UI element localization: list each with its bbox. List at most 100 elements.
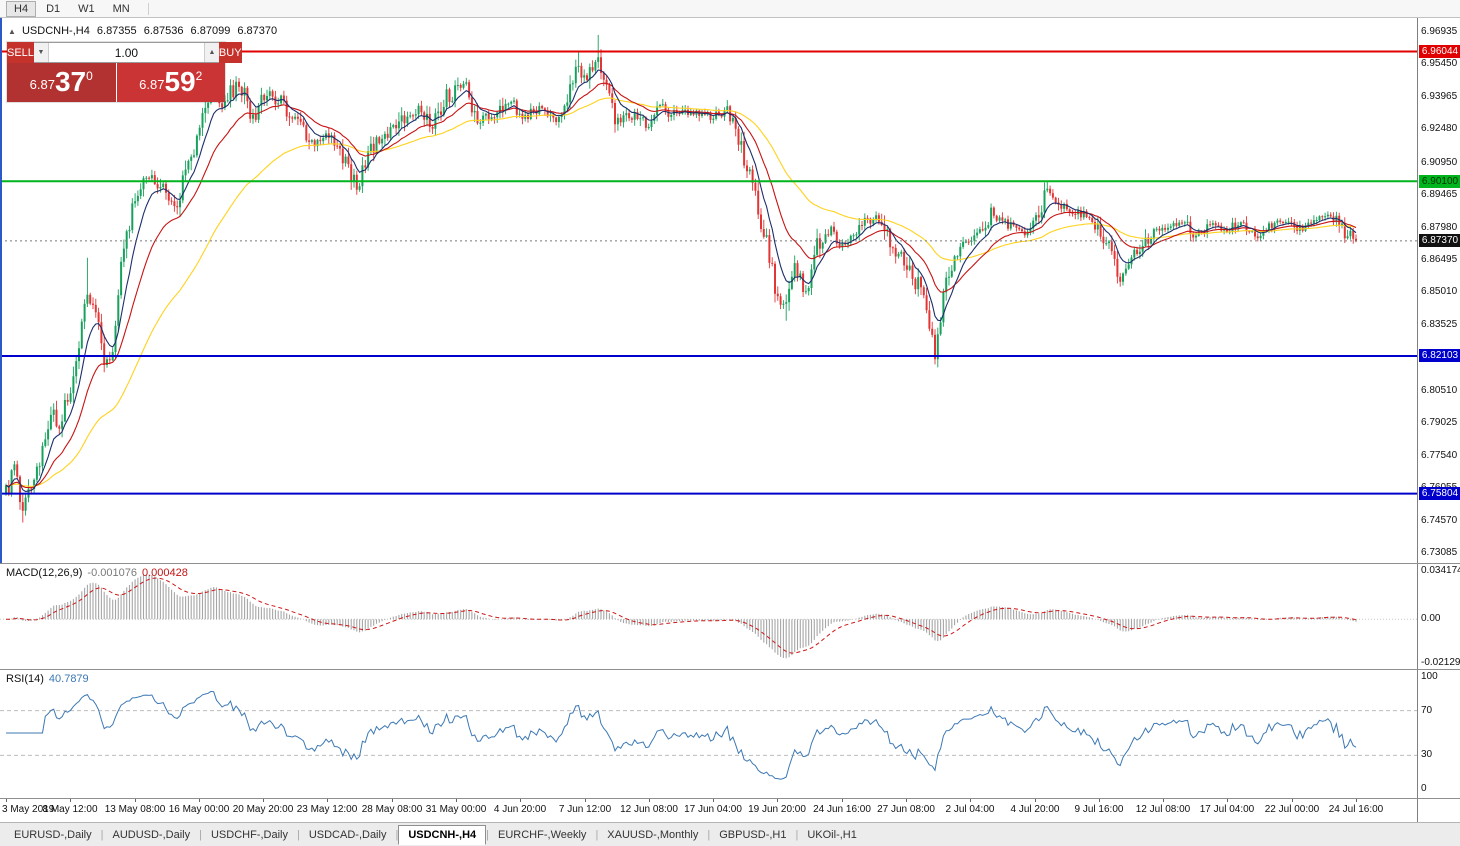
- price-level-label: 6.82103: [1419, 349, 1460, 363]
- timeframe-w1[interactable]: W1: [78, 2, 95, 15]
- volume-increase-button[interactable]: ▲: [203, 43, 219, 62]
- time-axis[interactable]: 3 May 2019 8 May 12:00 13 May 08:00 16 May …: [0, 798, 1460, 823]
- price-axis[interactable]: 6.96935 6.95450 6.93965 6.92480 6.90950 6.894…: [1417, 18, 1460, 563]
- rsi-value: 40.7879: [48, 673, 89, 685]
- chart-symbol-timeframe: USDCNH-,H4: [21, 25, 90, 37]
- tab-usdcnh-h4[interactable]: USDCNH-,H4: [398, 824, 487, 845]
- tab-audusd-daily[interactable]: AUDUSD-,Daily: [112, 828, 191, 841]
- timeframe-mn[interactable]: MN: [112, 2, 130, 15]
- rsi-axis-label: 100: [1421, 671, 1438, 682]
- price-level-label: 6.96044: [1419, 44, 1460, 58]
- sell-price-big: 37: [54, 66, 87, 97]
- time-axis-label: 22 Jul 00:00: [1264, 804, 1320, 815]
- time-axis-tick: [842, 799, 843, 802]
- macd-axis-label: 0.034174: [1421, 565, 1460, 576]
- time-axis-label: 19 Jun 20:00: [748, 804, 806, 815]
- time-axis-label: 7 Jun 12:00: [558, 804, 612, 815]
- tab-divider: |: [395, 828, 399, 841]
- candlestick-chart[interactable]: [0, 18, 1417, 563]
- price-tick-label: 6.96935: [1421, 26, 1458, 37]
- tab-usdcad-daily[interactable]: USDCAD-,Daily: [308, 828, 387, 841]
- time-axis-label: 4 Jun 20:00: [493, 804, 547, 815]
- price-tick-label: 6.85010: [1421, 286, 1458, 298]
- price-tick-label: 6.80510: [1421, 384, 1458, 396]
- price-level-label: 6.75804: [1419, 487, 1460, 501]
- time-axis-tick: [970, 799, 971, 802]
- toolbar-separator: [147, 2, 149, 15]
- time-axis-label: 16 May 00:00: [168, 804, 230, 815]
- volume-input[interactable]: [48, 43, 204, 62]
- time-axis-label: 24 Jul 16:00: [1328, 804, 1384, 815]
- buy-price-button[interactable]: 6.87 59 2: [116, 63, 225, 102]
- time-axis-label: 17 Jun 04:00: [684, 804, 742, 815]
- price-tick-label: 6.77540: [1421, 449, 1458, 461]
- trade-panel-top-row: SELL ▼ ▲ BUY: [7, 42, 242, 63]
- timeframe-d1[interactable]: D1: [46, 2, 61, 15]
- tab-divider: |: [486, 828, 490, 841]
- price-tick-label: 6.74570: [1421, 514, 1458, 526]
- rsi-axis-label: 0: [1421, 783, 1427, 794]
- chart-shift-icon: ▲: [8, 27, 16, 36]
- time-axis-tick: [777, 799, 778, 802]
- macd-main-value: -0.001076: [87, 567, 137, 579]
- time-axis-label: 2 Jul 04:00: [945, 804, 995, 815]
- tab-xauusd-monthly[interactable]: XAUUSD-,Monthly: [607, 828, 699, 841]
- window-edge: [0, 18, 2, 563]
- time-axis-label: 31 May 00:00: [425, 804, 487, 815]
- tab-gbpusd-h1[interactable]: GBPUSD-,H1: [719, 828, 787, 841]
- price-tick-label: 6.92480: [1421, 123, 1458, 135]
- time-axis-tick: [906, 799, 907, 802]
- macd-signal-value: 0.000428: [141, 567, 188, 579]
- tab-divider: |: [595, 828, 599, 841]
- buy-price-prefix: 6.87: [139, 77, 165, 92]
- rsi-axis[interactable]: 100 70 30 0: [1417, 670, 1460, 798]
- price-chart-panel[interactable]: ▲ USDCNH-,H4 6.87355 6.87536 6.87099 6.8…: [0, 18, 1460, 563]
- rsi-axis-label: 70: [1421, 704, 1433, 716]
- trade-panel-price-row: 6.87 37 0 6.87 59 2: [7, 63, 225, 102]
- tab-ukoil-h1[interactable]: UKOil-,H1: [807, 828, 857, 841]
- chart-tab-bar: EURUSD-,Daily | AUDUSD-,Daily | USDCHF-,Dail…: [0, 822, 1460, 846]
- tab-eurchf-weekly[interactable]: EURCHF-,Weekly: [498, 828, 587, 841]
- price-tick-label: 6.90950: [1421, 156, 1458, 168]
- price-tick-label: 6.93965: [1421, 90, 1458, 102]
- price-tick-label: 6.73085: [1421, 546, 1458, 558]
- rsi-chart: [0, 690, 1417, 780]
- timeframe-buttons: H4 D1 W1 MN: [6, 0, 140, 17]
- price-level-label: 6.90100: [1419, 174, 1460, 188]
- tab-divider: |: [100, 828, 104, 841]
- sell-price-prefix: 6.87: [29, 77, 55, 92]
- sell-price-button[interactable]: 6.87 37 0: [7, 63, 116, 102]
- time-axis-tick: [1099, 799, 1100, 802]
- volume-decrease-button[interactable]: ▼: [33, 43, 49, 62]
- time-axis-tick: [585, 799, 586, 802]
- time-axis-label: 24 Jun 16:00: [813, 804, 871, 815]
- ohlc-close: 6.87370: [237, 25, 278, 37]
- price-tick-label: 6.87980: [1421, 221, 1458, 233]
- time-axis-tick: [1292, 799, 1293, 802]
- time-axis-tick: [135, 799, 136, 802]
- sell-button[interactable]: SELL: [7, 42, 34, 63]
- ohlc-low: 6.87099: [190, 25, 231, 37]
- time-axis-tick: [520, 799, 521, 802]
- macd-indicator-panel[interactable]: MACD(12,26,9) -0.001076 0.000428 0.034174 0…: [0, 563, 1460, 669]
- rsi-axis-label: 30: [1421, 749, 1433, 761]
- buy-button[interactable]: BUY: [218, 42, 242, 63]
- rsi-name: RSI(14): [6, 673, 44, 685]
- time-axis-label: 23 May 12:00: [296, 804, 358, 815]
- macd-axis[interactable]: 0.034174 0.00 -0.021296: [1417, 564, 1460, 669]
- time-axis-label: 9 Jul 16:00: [1074, 804, 1124, 815]
- time-axis-tick: [327, 799, 328, 802]
- tab-usdchf-daily[interactable]: USDCHF-,Daily: [210, 828, 288, 841]
- price-tick-label: 6.79025: [1421, 417, 1458, 429]
- time-axis-label: 8 May 12:00: [42, 804, 98, 815]
- tab-eurusd-daily[interactable]: EURUSD-,Daily: [14, 828, 92, 841]
- rsi-indicator-panel[interactable]: RSI(14) 40.7879 100 70 30 0: [0, 669, 1460, 798]
- price-tick-label: 6.86495: [1421, 254, 1458, 266]
- macd-axis-label: 0.00: [1421, 613, 1441, 625]
- ohlc-high: 6.87536: [143, 25, 184, 37]
- tab-divider: |: [707, 828, 711, 841]
- rsi-label: RSI(14) 40.7879: [6, 673, 94, 685]
- timeframe-h4[interactable]: H4: [6, 0, 37, 17]
